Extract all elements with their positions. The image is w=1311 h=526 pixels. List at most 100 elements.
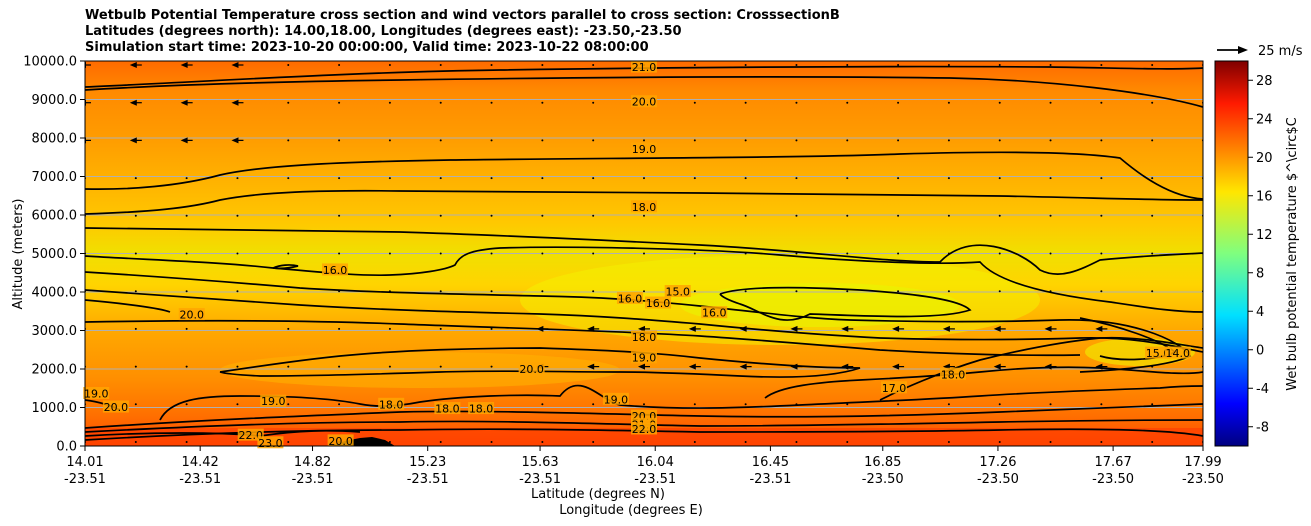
colorbar-tick-label: -4: [1256, 382, 1269, 397]
title-line-3: Simulation start time: 2023-10-20 00:00:…: [85, 40, 649, 55]
wind-vector-dot: [897, 64, 900, 66]
wind-vector-dot: [643, 290, 645, 293]
wind-vector-dot: [998, 177, 1001, 180]
wind-vector-dot: [388, 252, 391, 255]
wind-vector-dot: [592, 139, 595, 142]
wind-vector: [739, 363, 752, 370]
wind-vector-dot: [998, 403, 1001, 406]
wind-vector-dot: [388, 177, 391, 180]
contour-label-bg: [631, 60, 657, 73]
wind-vector: [388, 327, 391, 330]
contour-label-bg: [378, 397, 405, 410]
contour-label: 22.0: [631, 422, 657, 436]
wind-vector: [846, 177, 849, 180]
wind-vector-dot: [338, 177, 341, 180]
wind-vector: [693, 403, 696, 406]
wind-vector-dot: [846, 64, 849, 66]
contour-label-text: 16.0: [323, 264, 348, 277]
wind-vector-dot: [287, 214, 290, 217]
contour-label-bg: [1145, 346, 1172, 359]
wind-vector-dot: [1049, 252, 1052, 255]
contour-label-bg: [616, 291, 643, 304]
contour-label-bg: [83, 387, 110, 400]
contour-23: [85, 428, 1203, 441]
colorbar-tick-label: 0: [1256, 343, 1264, 358]
wind-vector-dot: [897, 139, 900, 142]
wind-vector: [744, 252, 747, 255]
wind-vector-dot: [1100, 403, 1103, 406]
wind-vector: [439, 177, 442, 180]
wind-vector: [490, 101, 493, 104]
wind-vector-dot: [338, 214, 341, 217]
wind-vector-dot: [287, 139, 290, 142]
wind-vector-dot: [236, 327, 239, 330]
wind-vector: [1151, 177, 1154, 180]
wind-vector: [897, 441, 900, 443]
wind-vector-dot: [287, 177, 290, 180]
wind-vector-dot: [643, 403, 645, 406]
wind-vector-dot: [439, 290, 442, 293]
wind-vector-dot: [947, 403, 950, 406]
wind-vector: [439, 139, 442, 142]
wind-vector-dot: [1151, 101, 1154, 104]
wind-vector: [643, 214, 645, 217]
wind-vector-arrow: [739, 363, 747, 370]
wind-vector: [693, 290, 696, 293]
wind-vector: [897, 101, 900, 104]
wind-vector: [1151, 64, 1154, 66]
contour-label-bg: [631, 200, 657, 213]
contour-label-text: 16.0: [618, 292, 643, 305]
wind-vector-dot: [185, 214, 188, 217]
wind-vector: [795, 214, 798, 217]
wind-vector: [287, 64, 290, 66]
wind-vector-dot: [338, 252, 341, 255]
wind-vector: [180, 62, 193, 68]
wind-vector: [993, 325, 1006, 332]
wind-vector-dot: [846, 177, 849, 180]
wind-vector-dot: [287, 64, 290, 66]
wind-vector: [1151, 441, 1154, 443]
wind-vector: [897, 214, 900, 217]
x-axis-label-longitude: Longitude (degrees E): [559, 503, 703, 518]
wind-vector-dot: [134, 441, 137, 443]
contour-15: [719, 286, 972, 321]
contour-label-text: 20.0: [632, 96, 657, 109]
wind-vector-dot: [693, 177, 696, 180]
wind-vector: [129, 62, 142, 68]
wind-vector-dot: [185, 290, 188, 293]
wind-vector-dot: [947, 290, 950, 293]
contour-label-bg: [1164, 346, 1191, 359]
wind-vector-dot: [998, 441, 1001, 443]
wind-vector: [338, 403, 341, 406]
wind-vector: [388, 177, 391, 180]
title-line-1: Wetbulb Potential Temperature cross sect…: [85, 8, 840, 23]
wind-vector: [592, 101, 595, 104]
wind-vector: [439, 101, 442, 104]
wind-vector-dot: [744, 441, 747, 443]
contour-17b: [85, 289, 1203, 353]
contour-label-bg: [631, 330, 657, 343]
wind-vector-dot: [287, 403, 290, 406]
wind-vector-dot: [1151, 403, 1154, 406]
wind-vector: [185, 177, 188, 180]
wind-vector: [338, 252, 341, 255]
wind-vector: [1100, 252, 1103, 255]
wind-vector-dot: [592, 252, 595, 255]
wind-vector: [1049, 403, 1052, 406]
x-tick-label-lat: 14.01: [66, 455, 103, 470]
wind-vector: [185, 441, 188, 443]
wind-vector-dot: [541, 214, 544, 217]
wind-vector-dot: [490, 139, 493, 142]
wind-vector-dot: [236, 214, 239, 217]
wind-vector: [744, 101, 747, 104]
wind-vector-dot: [744, 214, 747, 217]
wind-vector: [134, 327, 137, 330]
wind-vector: [287, 252, 290, 255]
wind-vector: [643, 177, 645, 180]
contour-labels: 21.020.019.018.016.016.0 16.015.016.018.0…: [83, 60, 1191, 450]
wind-vector: [592, 252, 595, 255]
wind-vector: [638, 325, 650, 332]
wind-vector-dot: [1049, 64, 1052, 66]
wind-vector-dot: [134, 365, 137, 368]
contour-21: [85, 65, 1203, 88]
